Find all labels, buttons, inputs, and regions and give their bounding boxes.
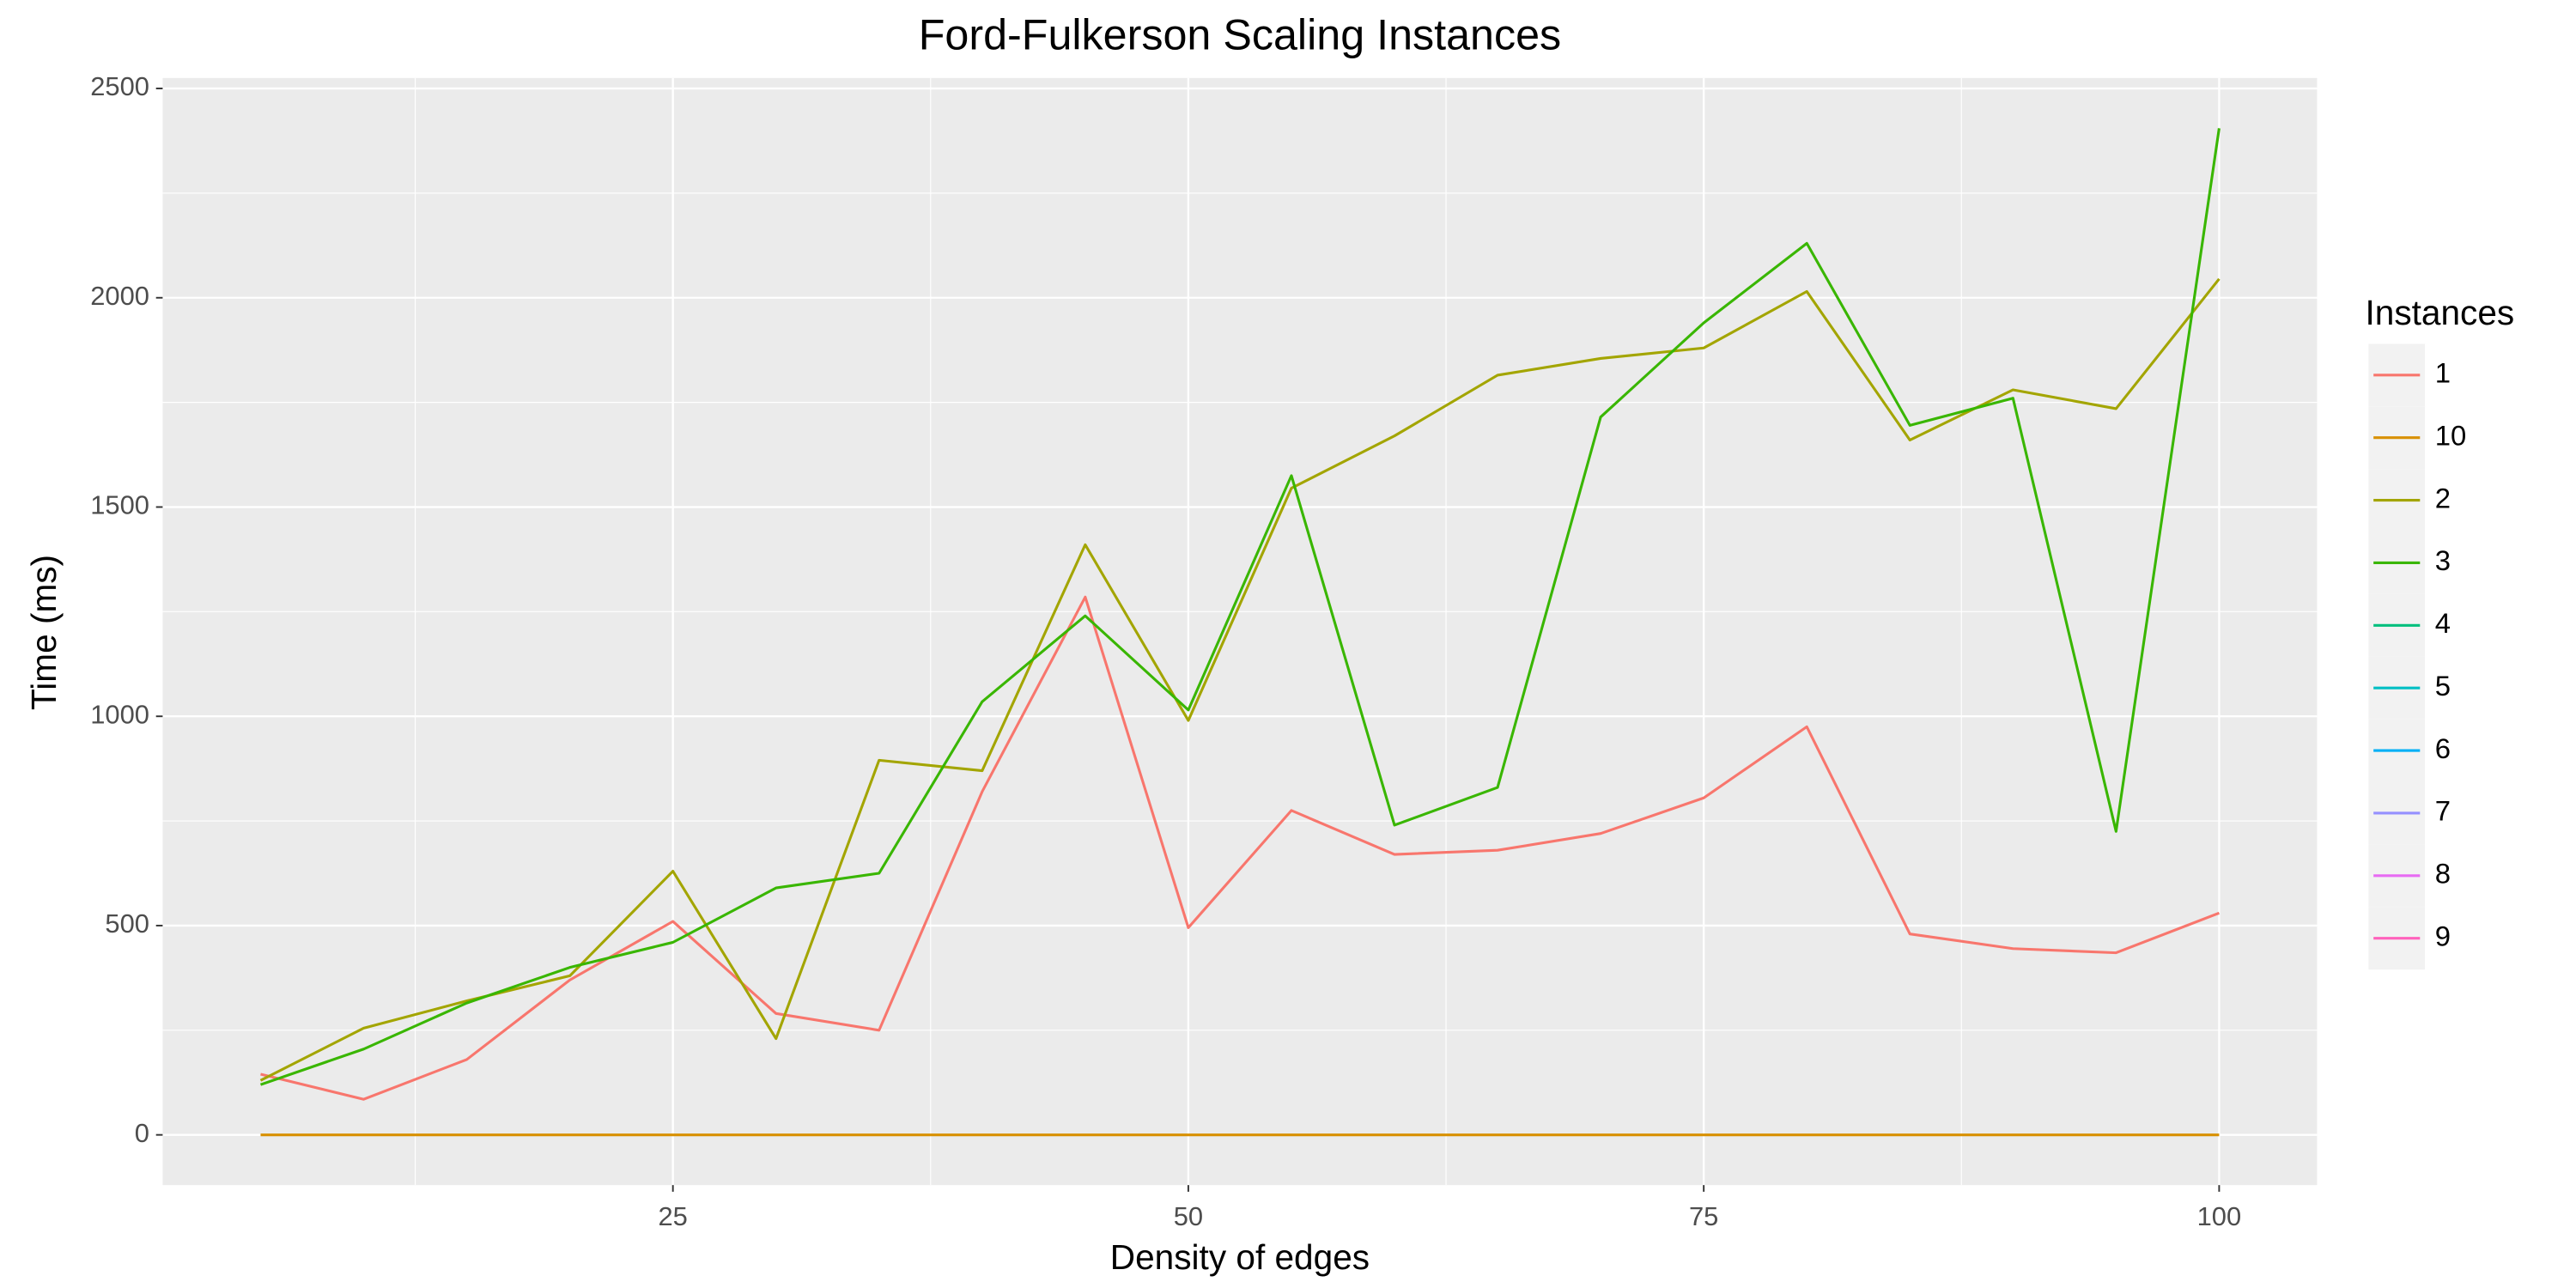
y-axis-title: Time (ms) — [24, 555, 64, 710]
y-tick-label: 1000 — [90, 699, 149, 729]
chart-title: Ford-Fulkerson Scaling Instances — [919, 11, 1561, 59]
y-tick-label: 1500 — [90, 490, 149, 520]
legend-label: 10 — [2435, 419, 2467, 451]
series-line — [260, 595, 2220, 1101]
legend-label: 3 — [2435, 544, 2451, 576]
plot-panel — [162, 77, 2318, 1186]
legend-title: Instances — [2366, 293, 2515, 332]
y-tick-label: 2500 — [90, 71, 149, 101]
legend-label: 2 — [2435, 482, 2451, 513]
x-tick-label: 75 — [1689, 1201, 1718, 1231]
series-line — [259, 128, 2221, 1086]
legend-label: 4 — [2435, 607, 2451, 639]
y-tick-label: 0 — [135, 1118, 149, 1148]
x-tick-label: 50 — [1174, 1201, 1203, 1231]
legend-label: 8 — [2435, 858, 2451, 890]
x-tick-label: 25 — [658, 1201, 687, 1231]
legend-label: 6 — [2435, 732, 2451, 764]
y-tick-label: 500 — [105, 908, 149, 939]
legend-label: 1 — [2435, 357, 2451, 389]
y-tick-label: 2000 — [90, 281, 149, 311]
x-axis-title: Density of edges — [1110, 1237, 1370, 1277]
legend-label: 9 — [2435, 920, 2451, 951]
x-tick-label: 100 — [2197, 1201, 2242, 1231]
legend-label: 7 — [2435, 795, 2451, 827]
series-line — [259, 277, 2221, 1082]
legend-label: 5 — [2435, 670, 2451, 702]
